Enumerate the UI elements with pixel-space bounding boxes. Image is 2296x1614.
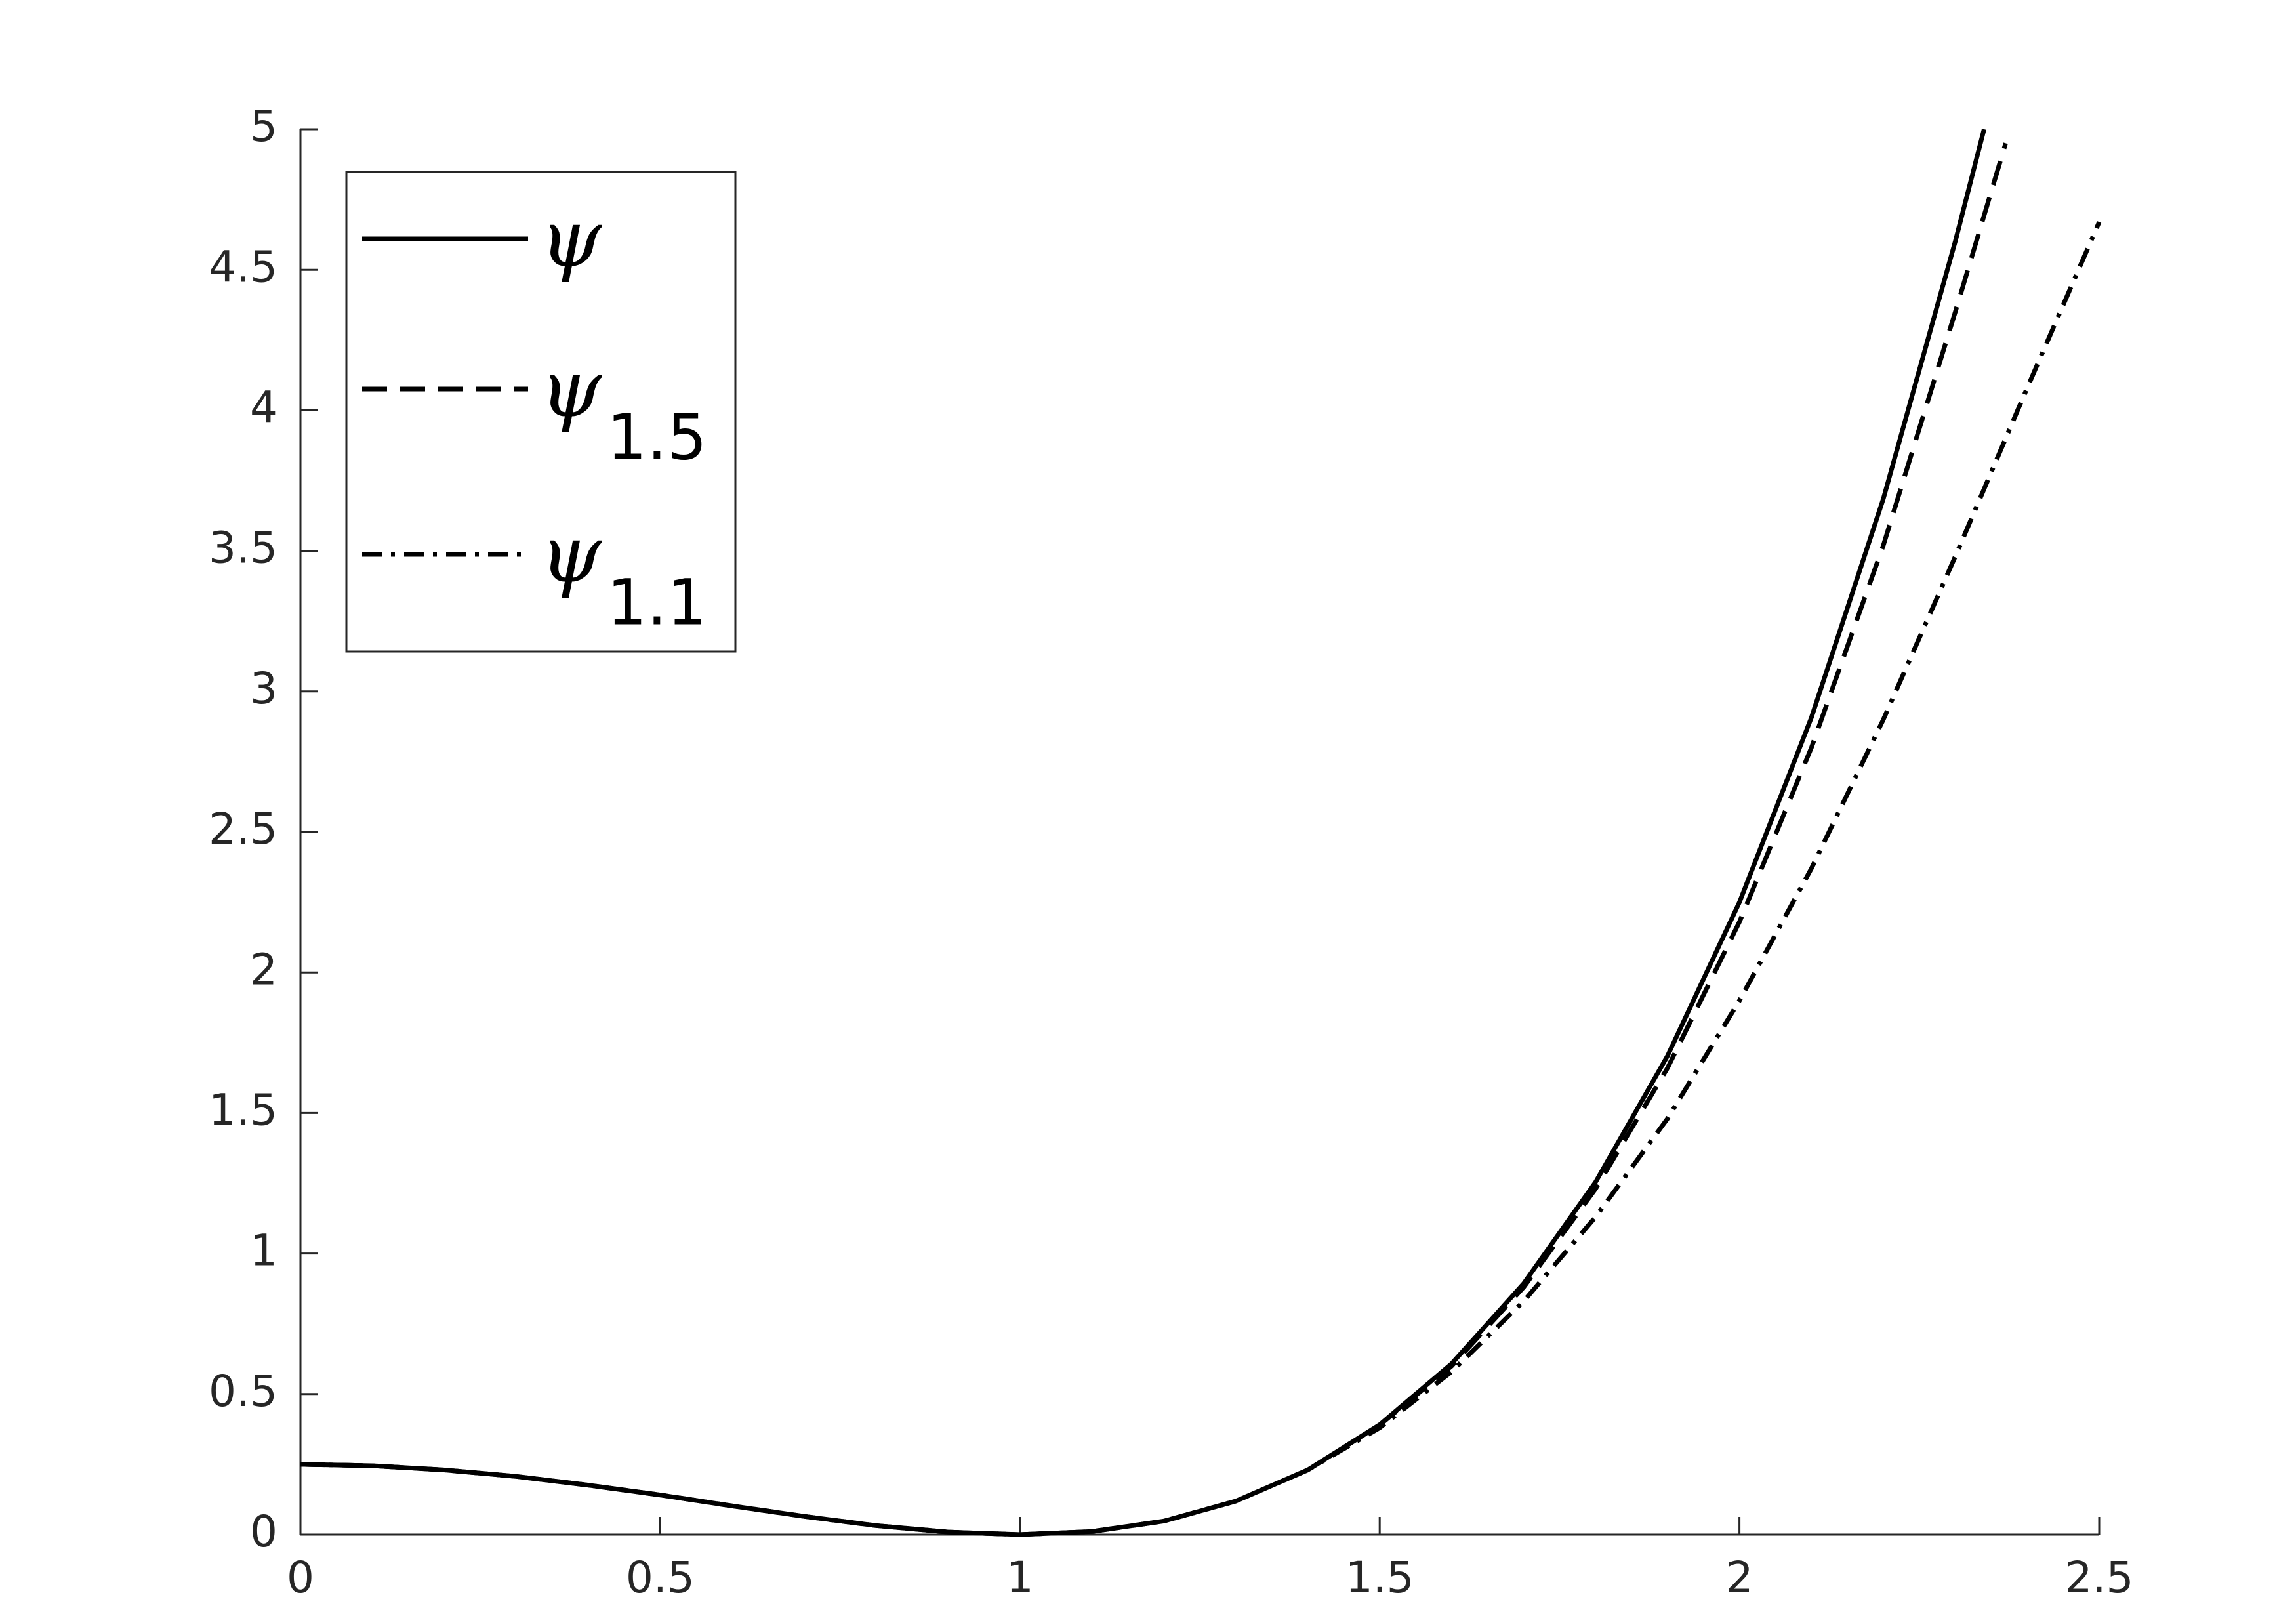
y-tick-label: 4.5 bbox=[209, 241, 277, 292]
x-tick-label: 0 bbox=[287, 1552, 314, 1603]
x-tick-label: 2.5 bbox=[2065, 1552, 2134, 1603]
y-tick-label: 1 bbox=[250, 1226, 277, 1276]
legend-label: ψ bbox=[540, 194, 603, 285]
y-tick-label: 0.5 bbox=[209, 1366, 277, 1417]
y-tick-label: 3 bbox=[250, 663, 277, 714]
x-tick-label: 2 bbox=[1726, 1552, 1753, 1603]
series-line bbox=[300, 142, 2008, 1537]
legend: ψψ1.5ψ1.1 bbox=[345, 171, 737, 653]
legend-subscript: 1.5 bbox=[607, 400, 707, 474]
legend-label: ψ bbox=[540, 509, 603, 600]
y-tick-label: 4 bbox=[250, 382, 277, 432]
y-tick-label: 3.5 bbox=[209, 523, 277, 573]
y-tick-label: 2 bbox=[250, 944, 277, 995]
y-tick-label: 5 bbox=[250, 101, 277, 152]
x-tick-label: 1 bbox=[1006, 1552, 1034, 1603]
y-tick-label: 1.5 bbox=[209, 1085, 277, 1135]
x-tick-label: 1.5 bbox=[1345, 1552, 1414, 1603]
series-line bbox=[300, 221, 2102, 1537]
legend-subscript: 1.1 bbox=[607, 566, 707, 639]
x-tick-label: 0.5 bbox=[626, 1552, 695, 1603]
y-tick-label: 0 bbox=[250, 1506, 277, 1557]
y-tick-label: 2.5 bbox=[209, 804, 277, 854]
legend-label: ψ bbox=[540, 344, 603, 435]
legend-box bbox=[345, 171, 737, 653]
